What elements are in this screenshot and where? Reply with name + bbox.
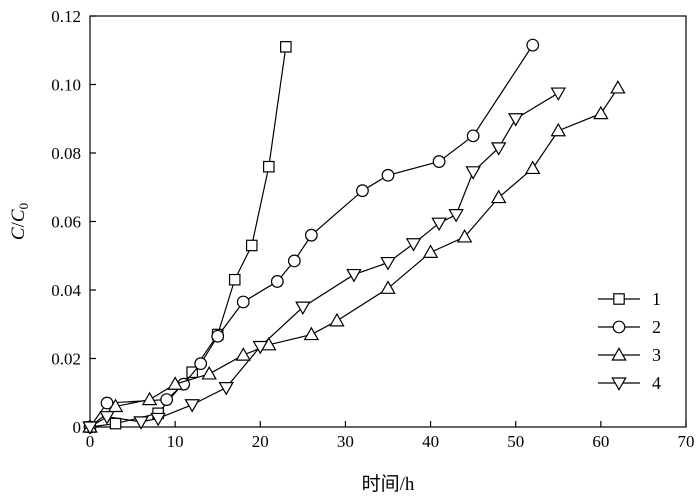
series-4-point — [380, 256, 396, 271]
series-2-point — [236, 295, 250, 309]
series-1-point — [186, 366, 198, 378]
series-4-line — [89, 92, 559, 428]
legend-marker — [612, 320, 626, 334]
axis-ticks: 0 10 20 30 40 50 60 70 0 0.02 0.04 0.06 0.08 0.10 0.12 — [51, 7, 694, 451]
series-3-point — [456, 229, 473, 243]
x-tick-label: 20 — [252, 432, 269, 451]
y-tick-label: 0.04 — [51, 281, 81, 300]
y-tick-label: 0.08 — [51, 144, 81, 163]
series-4-point — [99, 411, 115, 425]
legend-label: 3 — [652, 345, 661, 365]
series-2-point — [526, 38, 540, 52]
x-tick-label: 0 — [86, 432, 95, 451]
series-3 — [82, 80, 626, 433]
series-2-point — [270, 275, 284, 288]
series-3-point — [201, 366, 217, 380]
series-4-point — [133, 416, 149, 430]
series-3-point — [107, 398, 124, 413]
series-1-point — [263, 160, 275, 173]
series-3-point — [610, 80, 626, 94]
series-4 — [82, 87, 567, 435]
series-1-point — [109, 417, 122, 430]
y-axis-label-separator: / — [8, 221, 29, 227]
legend-marker — [613, 293, 625, 305]
y-tick-label: 0.02 — [51, 350, 81, 369]
series-3-line — [89, 87, 619, 428]
series-4-point — [550, 87, 567, 101]
y-tick-label: 0.12 — [51, 7, 81, 26]
series-2-point — [160, 393, 174, 407]
legend: 1 2 3 4 — [592, 283, 672, 401]
series-2-point — [381, 168, 395, 182]
x-axis-label: 时间/h — [362, 473, 415, 495]
series-2 — [83, 38, 540, 434]
series-layer — [82, 38, 626, 435]
y-axis-label-denominator: C — [8, 209, 29, 222]
legend-label: 1 — [652, 289, 661, 309]
series-4-point — [82, 421, 98, 435]
series-3-point — [141, 391, 158, 406]
series-4-point — [252, 340, 269, 355]
series-1-point — [245, 239, 258, 252]
series-3-point — [235, 347, 251, 361]
y-axis-label-numerator: C — [8, 227, 29, 240]
series-4-point — [150, 412, 166, 427]
series-4-point — [218, 381, 234, 396]
series-3-point — [550, 122, 567, 137]
series-2-point — [194, 357, 208, 371]
legend-marker — [611, 377, 627, 391]
series-4-point — [295, 301, 311, 316]
legend-entry: 1 — [598, 289, 661, 309]
series-3-point — [380, 280, 396, 294]
series-2-point — [100, 396, 114, 410]
series-3-point — [490, 189, 507, 204]
series-4-point — [448, 209, 464, 223]
series-1 — [84, 41, 292, 433]
series-4-point — [507, 113, 524, 127]
series-4-point — [465, 166, 481, 180]
series-4-point — [431, 217, 447, 232]
x-tick-label: 40 — [422, 432, 439, 451]
series-3-point — [525, 160, 541, 175]
series-4-point — [405, 238, 422, 252]
series-2-point — [304, 228, 318, 242]
x-tick-label: 10 — [167, 432, 184, 451]
x-tick-label: 60 — [592, 432, 609, 451]
series-4-point — [490, 142, 507, 156]
series-1-point — [280, 41, 292, 53]
y-axis-label-subscript: 0 — [16, 203, 31, 210]
legend-label: 4 — [652, 373, 661, 393]
legend-entry: 3 — [598, 345, 661, 365]
series-4-point — [184, 399, 200, 413]
y-tick-label: 0 — [73, 418, 82, 437]
legend-marker — [611, 347, 627, 361]
series-2-point — [287, 254, 301, 268]
x-tick-label: 70 — [678, 432, 695, 451]
series-3-point — [329, 312, 345, 327]
series-3-point — [167, 376, 183, 390]
series-3-point — [303, 326, 320, 341]
legend-label: 2 — [652, 317, 661, 337]
series-3-point — [593, 105, 609, 120]
legend-box — [592, 283, 672, 401]
legend-entry: 2 — [598, 317, 661, 337]
series-1-point — [228, 273, 241, 286]
series-2-point — [211, 329, 225, 343]
y-tick-label: 0.06 — [51, 213, 81, 232]
x-tick-label: 30 — [337, 432, 354, 451]
series-2-point — [466, 129, 480, 143]
legend-entry: 4 — [598, 373, 661, 393]
x-tick-label: 50 — [507, 432, 524, 451]
series-2-point — [432, 155, 446, 168]
y-tick-label: 0.10 — [51, 76, 81, 95]
series-3-point — [422, 244, 439, 258]
series-2-point — [356, 184, 369, 198]
y-axis-label: C/C0 — [8, 203, 31, 240]
series-4-point — [346, 268, 362, 283]
